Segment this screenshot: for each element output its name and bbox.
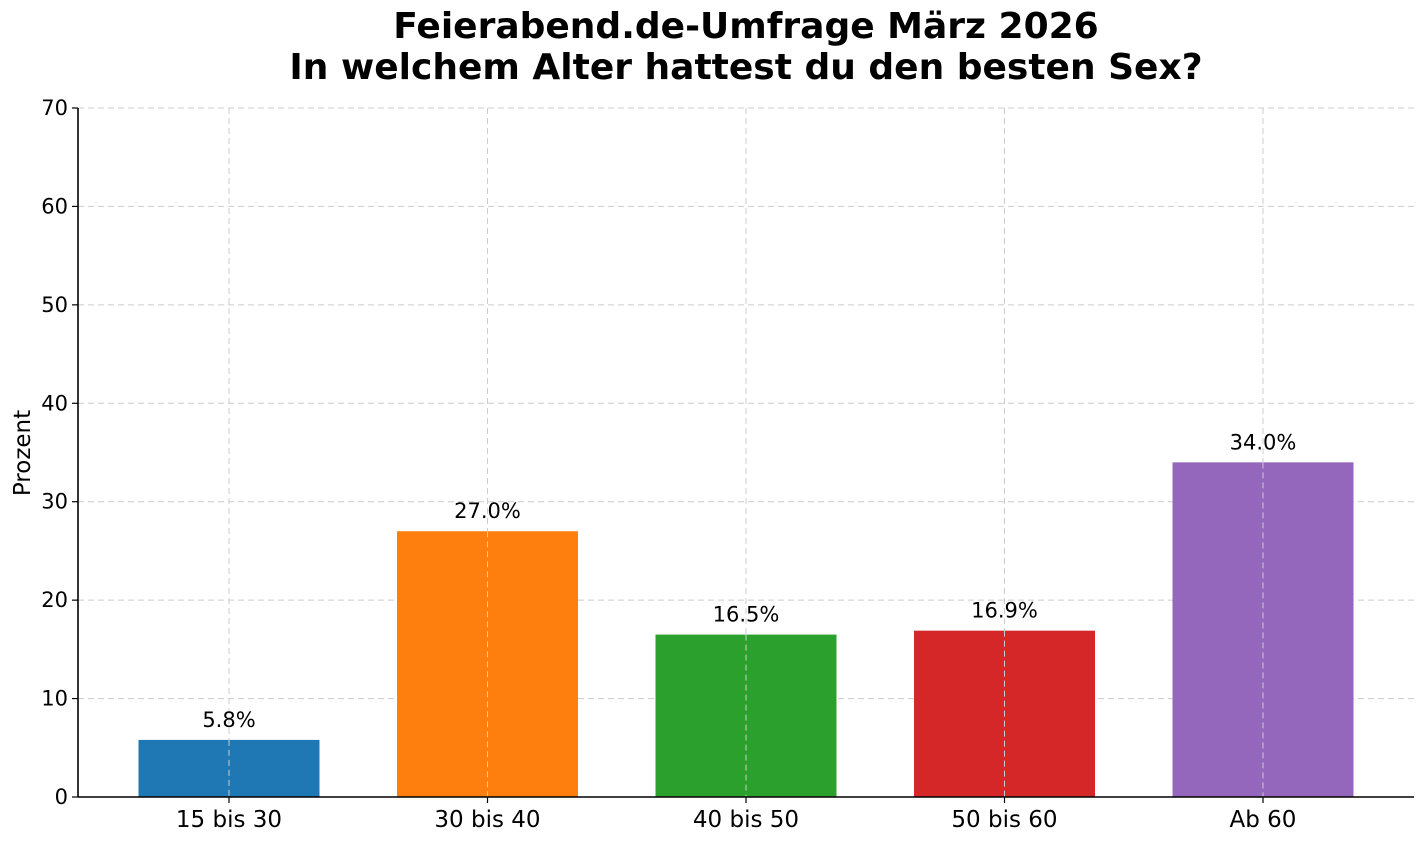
bar-value-label: 34.0% [1230,430,1297,454]
bars [138,462,1354,797]
chart-title-line-2: In welchem Alter hattest du den besten S… [289,47,1202,88]
y-tick-label: 30 [41,490,68,514]
bar-15-bis-30 [138,739,320,797]
chart-title: Feierabend.de-Umfrage März 2026 In welch… [289,6,1202,88]
y-tick-label: 50 [41,293,68,317]
y-ticks: 0 10 20 30 40 50 60 70 [41,96,78,809]
bar-value-label: 5.8% [202,708,255,732]
bar-value-label: 16.9% [971,599,1038,623]
value-labels: 5.8% 27.0% 16.5% 16.9% 34.0% [202,430,1296,732]
y-tick-label: 40 [41,391,68,415]
x-tick-label: Ab 60 [1230,807,1297,833]
x-tick-label: 30 bis 40 [434,807,540,833]
y-tick-label: 60 [41,194,68,218]
bar-value-label: 27.0% [454,499,521,523]
x-ticks: 15 bis 30 30 bis 40 40 bis 50 50 bis 60 Ab 6… [176,797,1297,833]
y-tick-label: 20 [41,588,68,612]
bar-value-label: 16.5% [713,603,780,627]
chart-title-line-1: Feierabend.de-Umfrage März 2026 [393,6,1098,47]
y-axis-label: Prozent [10,410,36,496]
y-tick-label: 10 [41,687,68,711]
x-tick-label: 50 bis 60 [951,807,1057,833]
x-tick-label: 15 bis 30 [176,807,282,833]
x-tick-label: 40 bis 50 [693,807,799,833]
y-tick-label: 70 [41,96,68,120]
y-tick-label: 0 [55,785,68,809]
